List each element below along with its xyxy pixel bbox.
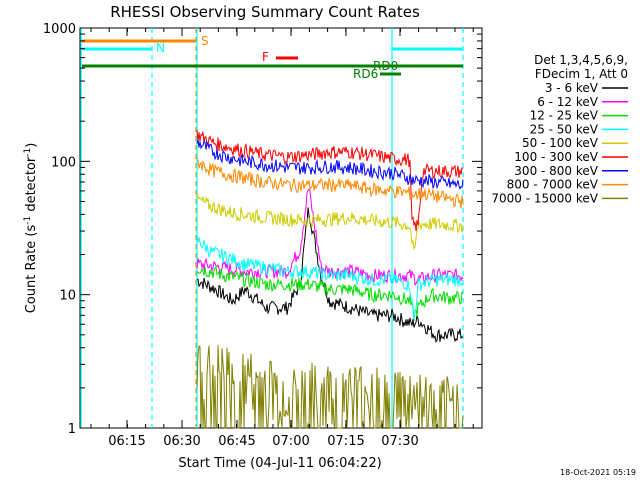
x-tick-label: 07:00 bbox=[272, 434, 309, 449]
f-status-label: F bbox=[262, 50, 269, 64]
series-line-4 bbox=[196, 192, 464, 250]
legend-header-line2: FDecim 1, Att 0 bbox=[535, 67, 628, 81]
y-tick-label: 1000 bbox=[43, 22, 76, 37]
legend-label: 300 - 800 keV bbox=[514, 164, 598, 178]
y-tick-label: 100 bbox=[51, 155, 76, 170]
series-line-1 bbox=[196, 188, 464, 287]
x-tick-label: 07:30 bbox=[381, 434, 418, 449]
y-axis-label-sup1: -1 bbox=[23, 216, 33, 225]
legend-label: 3 - 6 keV bbox=[545, 81, 599, 95]
legend-label: 6 - 12 keV bbox=[537, 95, 599, 109]
x-tick-label: 07:15 bbox=[327, 434, 364, 449]
series-line-3 bbox=[196, 234, 464, 320]
y-axis-label: Count Rate (s-1 detector-1) bbox=[23, 143, 39, 314]
y-axis-label-sup2: -1 bbox=[23, 148, 33, 157]
footer-timestamp: 18-Oct-2021 05:19 bbox=[560, 468, 636, 477]
n-status-label: N bbox=[156, 41, 165, 55]
x-axis-label: Start Time (04-Jul-11 06:04:22) bbox=[178, 456, 381, 471]
rd6-status-label: RD6 bbox=[353, 67, 378, 81]
legend-label: 25 - 50 keV bbox=[530, 122, 599, 136]
plot-frame bbox=[79, 27, 483, 429]
x-axis: 06:15 06:30 06:45 07:00 07:15 07:30 bbox=[90, 28, 474, 449]
legend-label: 50 - 100 keV bbox=[522, 136, 599, 150]
series-line-5 bbox=[196, 129, 464, 232]
series-line-6 bbox=[196, 139, 464, 190]
x-tick-label: 06:15 bbox=[108, 434, 145, 449]
y-tick-label: 10 bbox=[59, 289, 76, 304]
y-axis-label-end: ) bbox=[24, 143, 39, 148]
y-tick-label: 1 bbox=[68, 422, 76, 437]
x-tick-label: 06:45 bbox=[218, 434, 255, 449]
series-line-2 bbox=[196, 265, 464, 321]
chart-title: RHESSI Observing Summary Count Rates bbox=[110, 3, 420, 21]
y-axis-label-mid: detector bbox=[24, 156, 39, 216]
series-layer bbox=[196, 129, 464, 429]
legend-label: 12 - 25 keV bbox=[530, 109, 599, 123]
legend-label: 800 - 7000 keV bbox=[507, 178, 599, 192]
series-line-8 bbox=[196, 345, 464, 429]
series-line-0 bbox=[196, 207, 464, 344]
legend-label: 100 - 300 keV bbox=[514, 150, 598, 164]
legend-header-line1: Det 1,3,4,5,6,9, bbox=[534, 53, 628, 67]
s-status-label: S bbox=[201, 34, 209, 48]
x-tick-label: 06:30 bbox=[163, 434, 200, 449]
legend: Det 1,3,4,5,6,9, FDecim 1, Att 0 3 - 6 k… bbox=[491, 53, 628, 205]
y-axis: 1000 100 10 1 bbox=[43, 22, 482, 437]
rd0-status-label: RD0 bbox=[373, 59, 398, 73]
legend-label: 7000 - 15000 keV bbox=[491, 191, 598, 205]
y-axis-label-main: Count Rate (s bbox=[24, 225, 39, 314]
series-line-7 bbox=[196, 157, 464, 209]
